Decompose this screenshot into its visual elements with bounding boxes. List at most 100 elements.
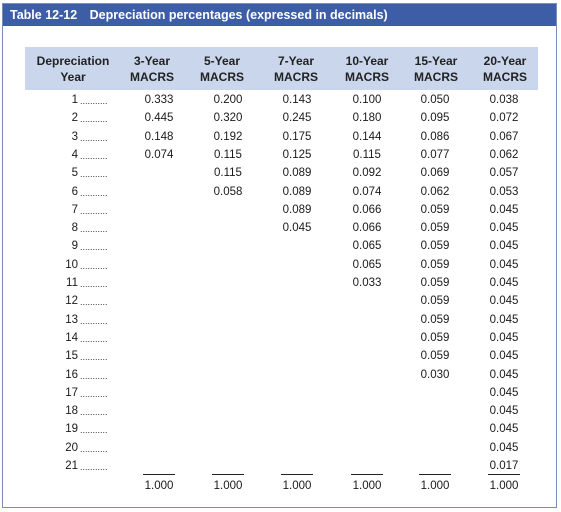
value-cell: 0.066	[352, 203, 382, 216]
value-cell: 0.017	[489, 460, 519, 472]
value-cell: 0.062	[489, 148, 519, 161]
leader-dots: ...........	[80, 150, 108, 161]
leader-dots: ...........	[80, 132, 108, 143]
year-label: 5	[71, 167, 78, 180]
total-cell: 1.000	[489, 480, 519, 492]
leader-dots: ...........	[80, 96, 108, 106]
year-label: 4	[71, 148, 78, 161]
value-cell: 0.143	[282, 94, 312, 106]
value-cell: 0.245	[282, 112, 312, 125]
total-cell: 1.000	[282, 480, 312, 492]
year-label: 15	[65, 350, 78, 363]
header-column-5: 15-Year MACRS	[391, 53, 481, 85]
value-cell: 0.180	[352, 112, 382, 125]
leader-dots: ...........	[80, 352, 108, 363]
leader-dots: ...........	[80, 370, 108, 381]
header-column-4: 10-Year MACRS	[322, 53, 412, 85]
value-cell: 0.045	[489, 295, 519, 308]
year-label: 14	[65, 331, 78, 344]
value-cell: 0.038	[489, 94, 519, 106]
value-cell: 0.115	[353, 148, 381, 161]
value-cell: 0.065	[352, 240, 382, 253]
value-cell: 0.059	[420, 240, 450, 253]
value-cell: 0.089	[282, 203, 312, 216]
value-cell: 0.148	[144, 130, 174, 143]
year-label: 8	[71, 222, 78, 235]
leader-dots: ...........	[80, 443, 108, 454]
value-cell: 0.030	[420, 368, 450, 381]
header-depreciation-year: Depreciation Year	[28, 53, 118, 85]
value-cell: 0.069	[420, 167, 450, 180]
value-cell: 0.115	[214, 148, 242, 161]
year-label: 1	[71, 94, 78, 106]
value-cell: 0.445	[144, 112, 174, 125]
value-cell: 0.045	[489, 240, 519, 253]
value-cell: 0.058	[213, 185, 243, 198]
leader-dots: ...........	[80, 425, 108, 436]
leader-dots: ...........	[80, 333, 108, 344]
value-cell: 0.059	[420, 277, 450, 289]
year-label: 11	[66, 277, 78, 289]
value-cell: 0.175	[282, 130, 312, 143]
total-cell: 1.000	[420, 480, 450, 492]
value-cell: 0.333	[144, 94, 174, 106]
value-cell: 0.053	[489, 185, 519, 198]
value-cell: 0.100	[352, 94, 382, 106]
value-cell: 0.074	[352, 185, 382, 198]
header-column-2: 5-Year MACRS	[177, 53, 267, 85]
value-cell: 0.045	[489, 203, 519, 216]
value-cell: 0.045	[282, 222, 312, 235]
table-frame: Table 12-12 Depreciation percentages (ex…	[2, 3, 557, 508]
leader-dots: ...........	[80, 205, 108, 216]
leader-dots: ...........	[80, 407, 108, 418]
year-label: 20	[65, 441, 78, 454]
value-cell: 0.045	[489, 277, 519, 289]
header-column-5-line-1: 15-Year	[414, 54, 458, 68]
value-cell: 0.115	[214, 167, 242, 180]
value-cell: 0.059	[420, 222, 450, 235]
value-cell: 0.320	[213, 112, 243, 125]
value-cell: 0.045	[489, 386, 519, 399]
header-column-1: 3-Year MACRS	[107, 53, 197, 85]
value-cell: 0.086	[420, 130, 450, 143]
year-label: 19	[65, 423, 78, 436]
value-cell: 0.045	[489, 368, 519, 381]
header-column-2-line-2: MACRS	[200, 70, 244, 84]
value-cell: 0.059	[420, 331, 450, 344]
value-cell: 0.033	[352, 277, 382, 289]
year-label: 2	[71, 112, 78, 125]
header-column-5-line-2: MACRS	[414, 70, 458, 84]
total-rule	[351, 474, 383, 475]
total-rule	[212, 474, 244, 475]
value-cell: 0.089	[282, 185, 312, 198]
leader-dots: ...........	[80, 260, 108, 271]
value-cell: 0.074	[144, 148, 174, 161]
value-cell: 0.045	[489, 441, 519, 454]
table-number: Table 12-12	[10, 8, 78, 22]
value-cell: 0.059	[420, 350, 450, 363]
value-cell: 0.059	[420, 258, 450, 271]
value-cell: 0.192	[213, 130, 243, 143]
year-label: 21	[65, 460, 78, 472]
value-cell: 0.065	[352, 258, 382, 271]
year-label: 7	[71, 203, 78, 216]
value-cell: 0.095	[420, 112, 450, 125]
value-cell: 0.067	[489, 130, 519, 143]
leader-dots: ...........	[80, 462, 108, 472]
value-cell: 0.045	[489, 258, 519, 271]
value-cell: 0.072	[489, 112, 519, 125]
value-cell: 0.066	[352, 222, 382, 235]
value-cell: 0.045	[489, 331, 519, 344]
header-column-2-line-1: 5-Year	[203, 54, 241, 68]
total-cell: 1.000	[352, 480, 382, 492]
year-label: 18	[65, 405, 78, 418]
value-cell: 0.045	[489, 350, 519, 363]
total-cell: 1.000	[144, 480, 174, 492]
header-column-3: 7-Year MACRS	[251, 53, 341, 85]
leader-dots: ...........	[80, 279, 108, 289]
value-cell: 0.045	[489, 313, 519, 326]
value-cell: 0.059	[420, 295, 450, 308]
value-cell: 0.089	[282, 167, 312, 180]
header-column-1-line-2: MACRS	[130, 70, 174, 84]
header-column-6-line-1: 20-Year	[483, 54, 527, 68]
